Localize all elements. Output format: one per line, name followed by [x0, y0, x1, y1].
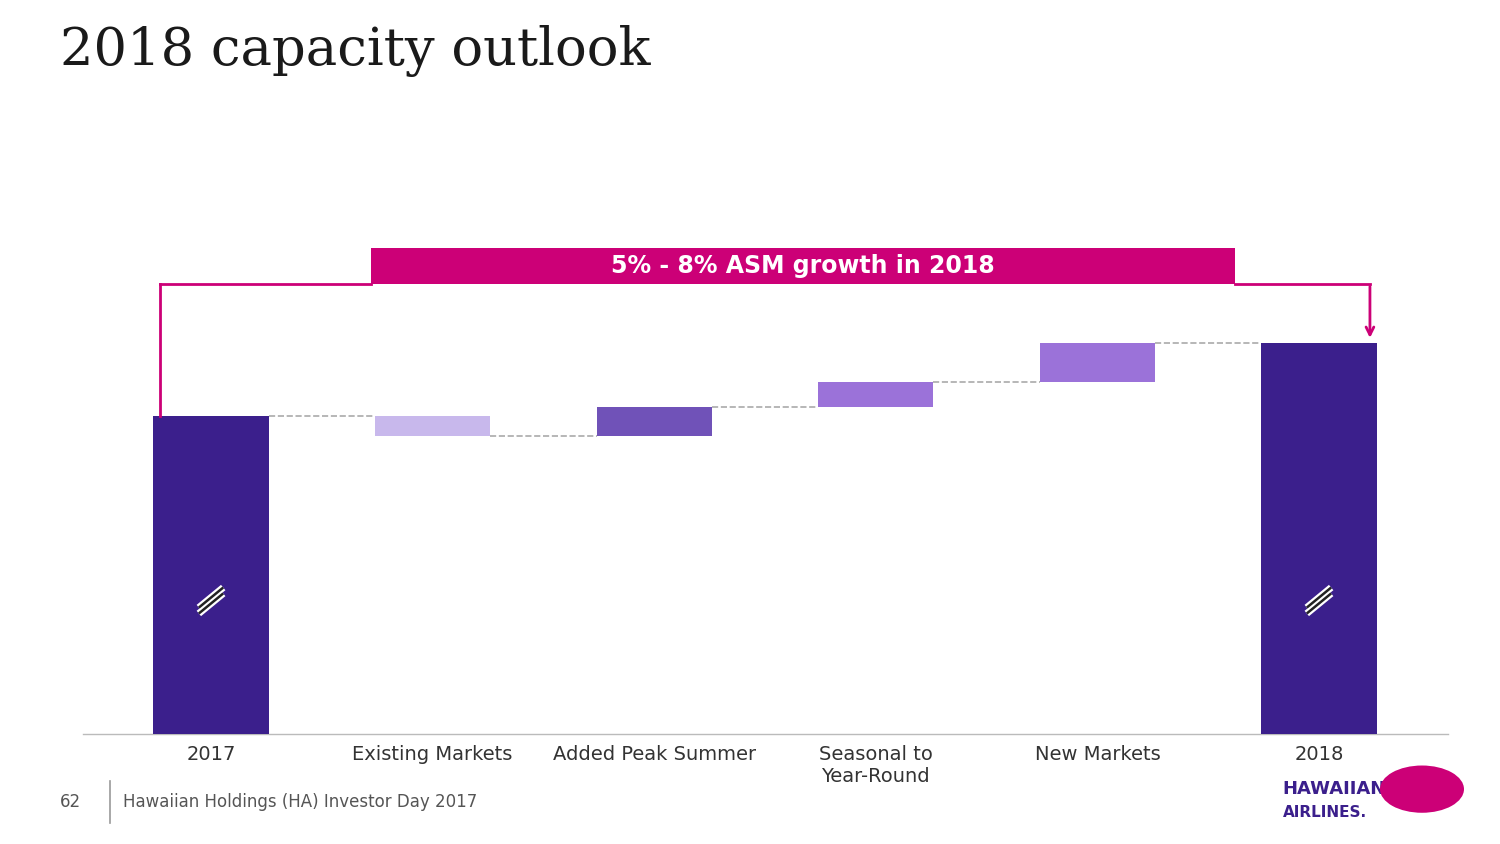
Bar — [1262, 343, 1377, 734]
Bar — [153, 416, 268, 734]
Text: 62: 62 — [60, 793, 81, 811]
Text: 5% - 8% ASM growth in 2018: 5% - 8% ASM growth in 2018 — [610, 254, 995, 278]
Bar — [370, 248, 1234, 284]
Bar — [1040, 343, 1155, 381]
Bar — [597, 407, 712, 436]
Bar — [818, 381, 933, 407]
Text: HAWAIIAN: HAWAIIAN — [1282, 780, 1386, 798]
Bar — [375, 416, 490, 436]
Text: Hawaiian Holdings (HA) Investor Day 2017: Hawaiian Holdings (HA) Investor Day 2017 — [123, 793, 477, 811]
Text: AIRLINES.: AIRLINES. — [1282, 805, 1366, 820]
Text: 2018 capacity outlook: 2018 capacity outlook — [60, 25, 651, 78]
